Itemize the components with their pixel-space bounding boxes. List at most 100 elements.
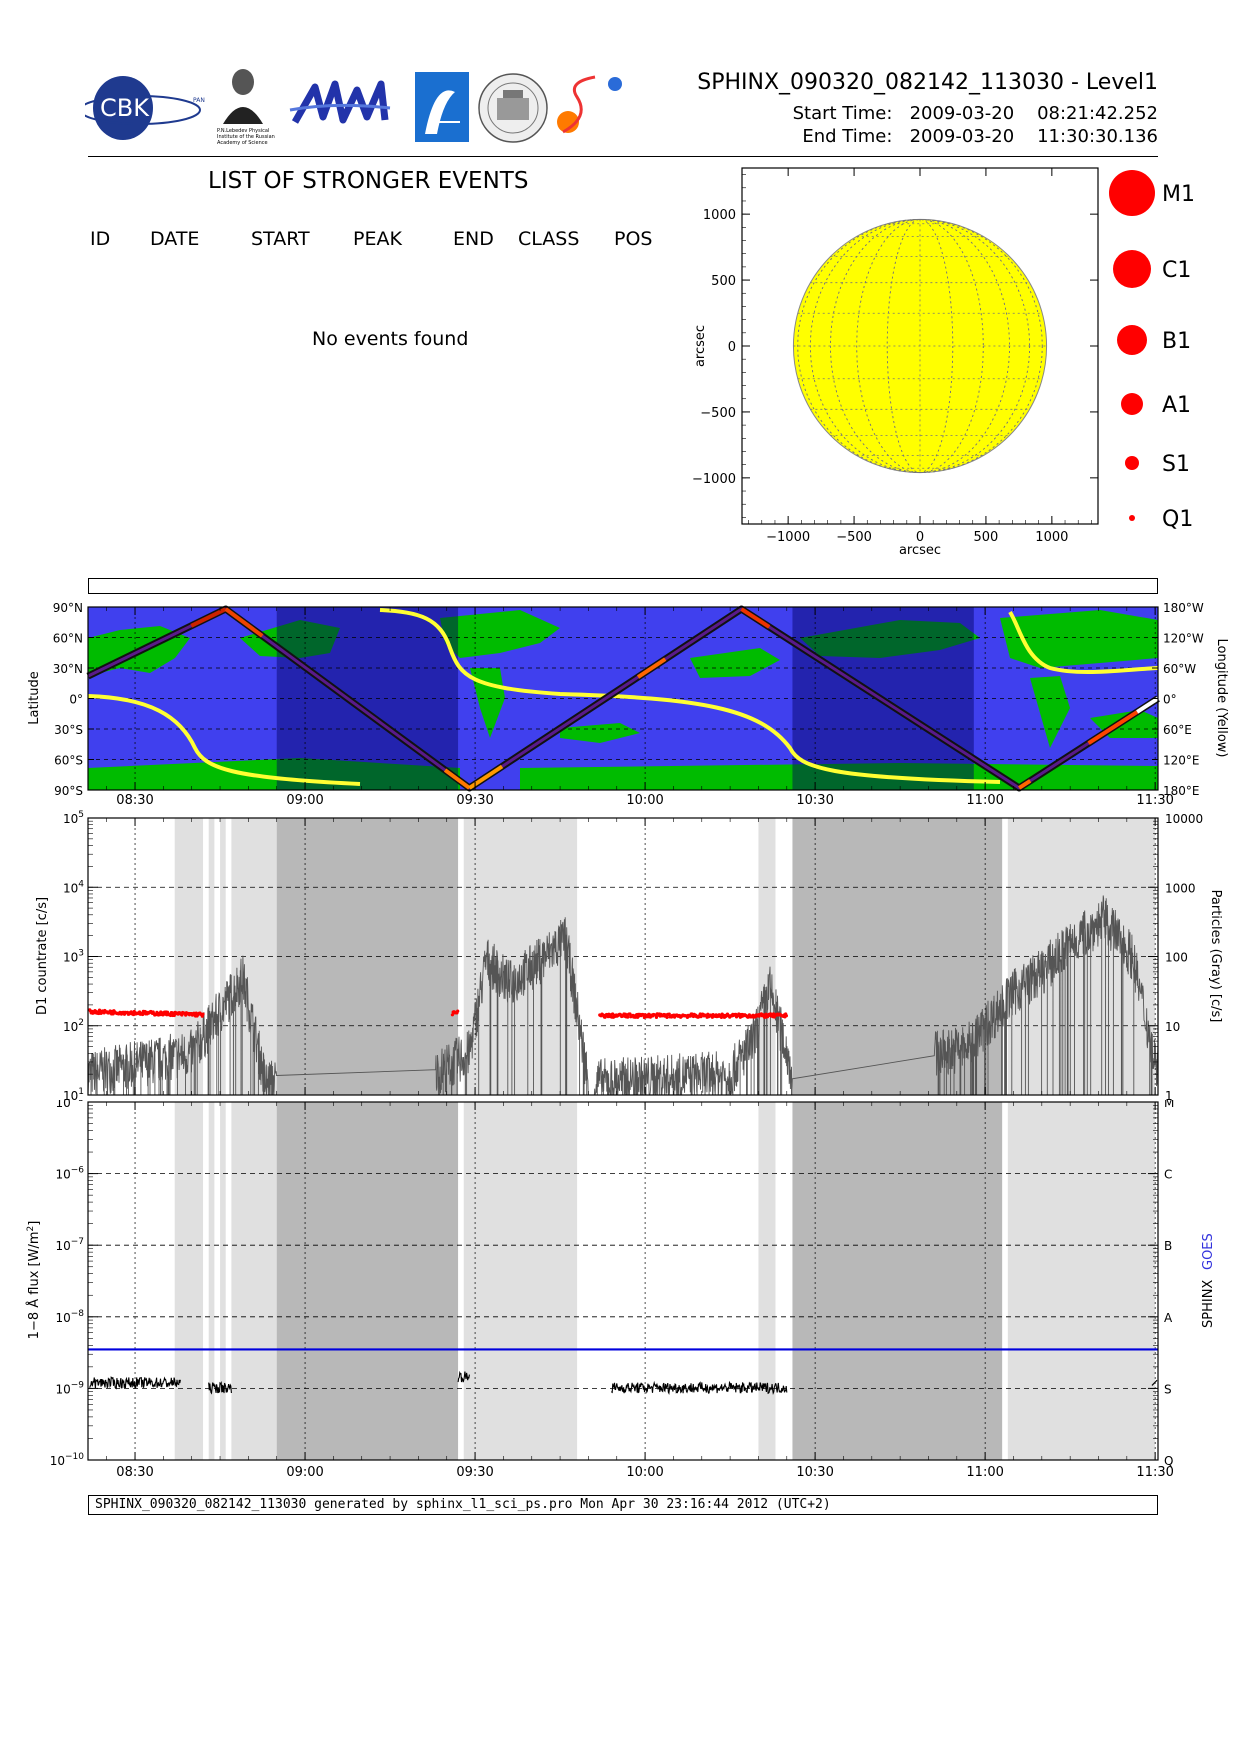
seal-logo xyxy=(478,73,548,143)
time-tick-label: 10:30 xyxy=(796,1465,833,1480)
time-tick-label: 11:00 xyxy=(966,1465,1003,1480)
d1-point xyxy=(626,1015,630,1019)
sphinx-line xyxy=(457,1370,470,1383)
legend-label-c1: C1 xyxy=(1162,258,1191,283)
latitude-track-hot xyxy=(190,607,227,628)
latitude-track-hot xyxy=(1018,779,1032,790)
time-tick-label: 10:00 xyxy=(626,1465,663,1480)
legend-marker-m1 xyxy=(1109,170,1155,216)
latitude-track xyxy=(86,605,1160,792)
shade-dark xyxy=(276,1102,459,1460)
shade-light xyxy=(231,1102,277,1460)
flux-shading xyxy=(174,1102,1156,1460)
sun-map-ylabel: arcsec xyxy=(693,325,708,367)
land-mass xyxy=(1000,610,1158,668)
latitude-track-hot xyxy=(443,768,471,790)
lebedev-portrait: P.N.Lebedev Physical Institute of the Ru… xyxy=(217,69,275,146)
flux-ytick-label: 10−5 xyxy=(55,1100,84,1110)
logo-strip: CBK PAN P.N.Lebedev Physical Institute o… xyxy=(79,62,635,152)
latitude-track-hot xyxy=(224,607,264,638)
sphinx-line xyxy=(1151,1379,1158,1386)
events-col-pos: POS xyxy=(614,228,653,250)
flux-class-label: C xyxy=(1164,1168,1172,1182)
legend-label-b1: B1 xyxy=(1162,329,1191,354)
legend-marker-a1 xyxy=(1121,393,1143,415)
sun-xtick-label: −1000 xyxy=(766,530,810,545)
latitude-track-hot xyxy=(636,657,667,679)
shade-light xyxy=(208,1102,215,1460)
events-col-peak: PEAK xyxy=(353,228,402,250)
particles-ytick-label: 100 xyxy=(1165,951,1188,965)
footer-text: SPHINX_090320_082142_113030 generated by… xyxy=(95,1497,831,1512)
sun-xtick-label: 0 xyxy=(916,530,924,545)
event-strip xyxy=(88,578,1158,594)
time-tick-label: 08:30 xyxy=(116,793,153,808)
sun-xtick-label: 500 xyxy=(974,530,999,545)
time-tick-label: 11:30 xyxy=(1136,793,1173,808)
d1-point xyxy=(201,1012,205,1016)
events-col-start: START xyxy=(251,228,310,250)
flux-ytick-label: 10−8 xyxy=(55,1309,84,1325)
events-col-id: ID xyxy=(90,228,111,250)
d1-point xyxy=(172,1013,176,1018)
time-tick-label: 08:30 xyxy=(116,1465,153,1480)
sun-ytick-label: 0 xyxy=(728,340,736,355)
latitude-track-hot xyxy=(740,607,771,629)
time-tick-label: 09:30 xyxy=(456,1465,493,1480)
orbit-lat-label: 60°N xyxy=(53,632,83,646)
events-empty-message: No events found xyxy=(312,328,469,350)
footer-box: SPHINX_090320_082142_113030 generated by… xyxy=(88,1495,1158,1515)
class-legend: M1 C1 B1 A1 S1 Q1 xyxy=(1109,170,1195,532)
d1-point xyxy=(665,1015,669,1020)
longitude-segment xyxy=(87,694,361,786)
particles-ytick-label: 10 xyxy=(1165,1020,1180,1034)
land-mass xyxy=(440,610,560,658)
flux-ticks: 10−5 M 10−6 C 10−7 B 10−8 A 10−9 S 10−10 Q 08:30 09:0… xyxy=(50,1100,1175,1480)
time-tick-label: 11:00 xyxy=(966,793,1003,808)
end-time: 11:30:30.136 xyxy=(1037,126,1158,147)
d1-ytick-label: 105 xyxy=(63,810,84,826)
latitude-track-hot xyxy=(1136,696,1160,714)
particles-ytick-label: 10000 xyxy=(1165,812,1203,826)
flux-ytick-label: 10−6 xyxy=(55,1166,84,1182)
orbit-lon-label: 60°W xyxy=(1163,662,1196,676)
orbit-lat-label: 60°S xyxy=(54,754,83,768)
sun-xtick-label: 1000 xyxy=(1035,530,1068,545)
sun-xtick-label: −500 xyxy=(836,530,872,545)
events-col-class: CLASS xyxy=(518,228,580,250)
sun-meridian xyxy=(797,219,1043,473)
sphinx-series xyxy=(89,1370,1158,1395)
sun-map-xlabel: arcsec xyxy=(899,543,941,558)
d1-point xyxy=(784,1014,789,1018)
land-mass xyxy=(800,620,980,658)
orbit-lat-label: 30°S xyxy=(54,723,83,737)
flux-class-label: Q xyxy=(1164,1454,1173,1468)
d1-ticks: 105 10000 104 1000 103 100 102 10 101 1 xyxy=(63,810,1203,1100)
shade-light xyxy=(208,818,215,1095)
land-mass xyxy=(560,723,640,743)
orbit-ylabel-right: Longitude (Yellow) xyxy=(1214,639,1229,758)
longitude-track xyxy=(87,608,1159,786)
flux-ytick-label: 10−10 xyxy=(50,1452,85,1468)
d1-ytick-label: 104 xyxy=(63,879,84,895)
shade-dark xyxy=(792,1102,1003,1460)
flux-class-label: B xyxy=(1164,1239,1172,1253)
orbit-lat-label: 90°N xyxy=(53,601,83,615)
orbit-ticks: 90°N 180°W 60°N 120°W 30°N 60°W 0° 0° 30°S 60°E 60… xyxy=(53,601,1204,808)
shade-light xyxy=(220,1102,226,1460)
land-mass xyxy=(690,648,780,678)
orbit-lat-label: 30°N xyxy=(53,662,83,676)
flux-ylabel-right-goes: GOES xyxy=(1201,1233,1216,1270)
report-title: SPHINX_090320_082142_113030 - Level1 xyxy=(697,70,1158,95)
flux-ylabel-left: 1−8 Å flux [W/m2] xyxy=(26,1221,42,1340)
time-tick-label: 10:00 xyxy=(626,793,663,808)
shade-light xyxy=(463,1102,578,1460)
mian-logo xyxy=(289,80,391,124)
shade-light xyxy=(174,1102,204,1460)
land-mass xyxy=(88,758,460,790)
d1-point xyxy=(456,1009,460,1013)
time-tick-label: 09:30 xyxy=(456,793,493,808)
sphinx-line xyxy=(611,1380,788,1395)
flux-frame xyxy=(87,1101,1159,1461)
flux-class-label: A xyxy=(1164,1311,1173,1325)
